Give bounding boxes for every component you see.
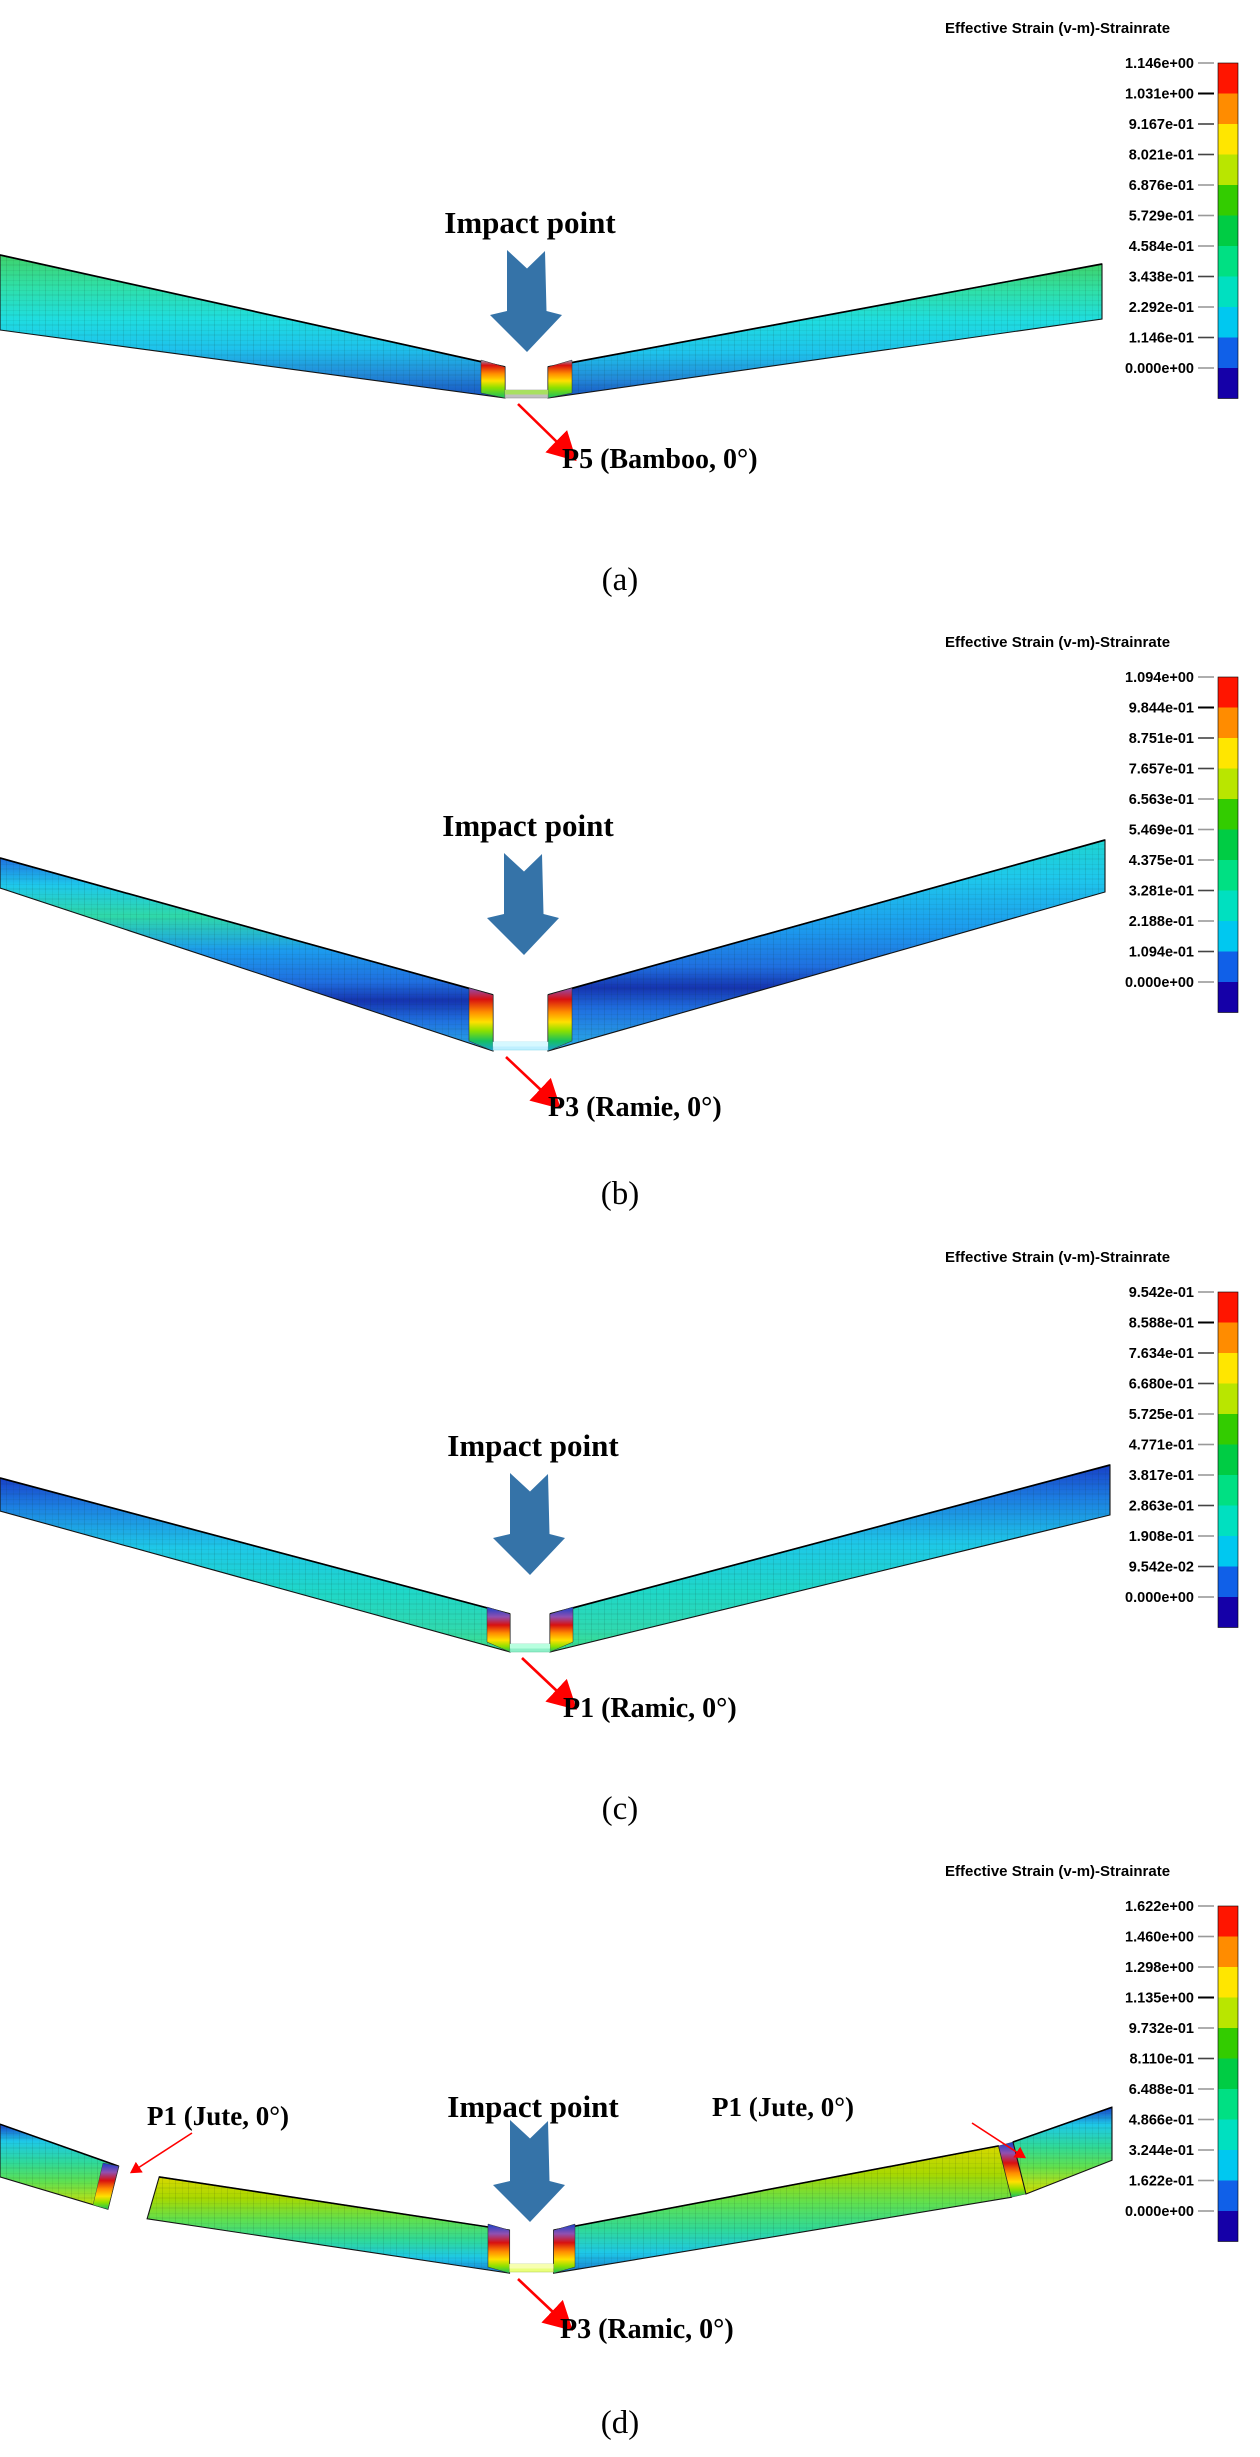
- svg-text:0.000e+00: 0.000e+00: [1125, 361, 1194, 377]
- svg-text:2.188e-01: 2.188e-01: [1129, 914, 1194, 930]
- svg-text:1.146e+00: 1.146e+00: [1125, 56, 1194, 72]
- svg-text:Effective Strain (v-m)-Strainr: Effective Strain (v-m)-Strainrate: [945, 1249, 1170, 1266]
- svg-text:1.460e+00: 1.460e+00: [1125, 1930, 1194, 1946]
- svg-text:P1 (Jute, 0°): P1 (Jute, 0°): [147, 2101, 289, 2131]
- svg-text:4.584e-01: 4.584e-01: [1129, 239, 1194, 255]
- svg-text:4.771e-01: 4.771e-01: [1129, 1437, 1194, 1453]
- svg-text:6.876e-01: 6.876e-01: [1129, 178, 1194, 194]
- svg-text:P3 (Ramie, 0°): P3 (Ramie, 0°): [548, 1092, 722, 1123]
- svg-text:5.469e-01: 5.469e-01: [1129, 823, 1194, 839]
- svg-text:1.146e-01: 1.146e-01: [1129, 331, 1194, 347]
- svg-text:9.542e-02: 9.542e-02: [1129, 1559, 1194, 1575]
- svg-text:Effective Strain (v-m)-Strainr: Effective Strain (v-m)-Strainrate: [945, 1863, 1170, 1880]
- svg-text:1.094e-01: 1.094e-01: [1129, 945, 1194, 961]
- svg-text:8.110e-01: 8.110e-01: [1129, 2052, 1194, 2068]
- svg-text:1.094e+00: 1.094e+00: [1125, 670, 1194, 686]
- svg-text:6.563e-01: 6.563e-01: [1129, 792, 1194, 808]
- svg-text:Effective Strain (v-m)-Strainr: Effective Strain (v-m)-Strainrate: [945, 634, 1170, 651]
- svg-text:(b): (b): [601, 1176, 639, 1212]
- svg-text:(a): (a): [602, 562, 639, 598]
- svg-text:6.680e-01: 6.680e-01: [1129, 1376, 1194, 1392]
- svg-text:7.634e-01: 7.634e-01: [1129, 1346, 1194, 1362]
- svg-text:1.298e+00: 1.298e+00: [1125, 1960, 1194, 1976]
- svg-text:0.000e+00: 0.000e+00: [1125, 975, 1194, 991]
- svg-text:3.817e-01: 3.817e-01: [1129, 1468, 1194, 1484]
- svg-text:0.000e+00: 0.000e+00: [1125, 1590, 1194, 1606]
- svg-text:9.542e-01: 9.542e-01: [1129, 1285, 1194, 1301]
- svg-text:Impact point: Impact point: [444, 205, 616, 240]
- svg-text:1.135e+00: 1.135e+00: [1125, 1991, 1194, 2007]
- svg-text:5.729e-01: 5.729e-01: [1129, 209, 1194, 225]
- svg-text:3.438e-01: 3.438e-01: [1129, 270, 1194, 286]
- svg-text:8.751e-01: 8.751e-01: [1129, 731, 1194, 747]
- svg-text:4.375e-01: 4.375e-01: [1129, 853, 1194, 869]
- svg-text:1.622e+00: 1.622e+00: [1125, 1899, 1194, 1915]
- svg-text:1.031e+00: 1.031e+00: [1125, 87, 1194, 103]
- svg-text:8.021e-01: 8.021e-01: [1129, 148, 1194, 164]
- svg-text:P1 (Jute, 0°): P1 (Jute, 0°): [712, 2092, 854, 2122]
- svg-text:Effective Strain (v-m)-Strainr: Effective Strain (v-m)-Strainrate: [945, 20, 1170, 37]
- svg-text:0.000e+00: 0.000e+00: [1125, 2204, 1194, 2220]
- svg-text:P3 (Ramic, 0°): P3 (Ramic, 0°): [560, 2314, 734, 2345]
- svg-text:(c): (c): [602, 1791, 639, 1827]
- svg-text:1.908e-01: 1.908e-01: [1129, 1529, 1194, 1545]
- svg-text:3.281e-01: 3.281e-01: [1129, 884, 1194, 900]
- svg-text:Impact point: Impact point: [442, 808, 614, 843]
- svg-text:9.732e-01: 9.732e-01: [1129, 2021, 1194, 2037]
- svg-text:7.657e-01: 7.657e-01: [1129, 762, 1194, 778]
- svg-text:Impact point: Impact point: [447, 1428, 619, 1463]
- svg-text:P5 (Bamboo, 0°): P5 (Bamboo, 0°): [562, 444, 758, 475]
- svg-text:9.167e-01: 9.167e-01: [1129, 117, 1194, 133]
- svg-text:P1 (Ramic, 0°): P1 (Ramic, 0°): [563, 1693, 737, 1724]
- svg-text:3.244e-01: 3.244e-01: [1129, 2143, 1194, 2159]
- svg-text:8.588e-01: 8.588e-01: [1129, 1315, 1194, 1331]
- svg-text:5.725e-01: 5.725e-01: [1129, 1407, 1194, 1423]
- svg-text:(d): (d): [601, 2405, 639, 2441]
- svg-text:2.863e-01: 2.863e-01: [1129, 1498, 1194, 1514]
- svg-text:6.488e-01: 6.488e-01: [1129, 2082, 1194, 2098]
- svg-text:9.844e-01: 9.844e-01: [1129, 701, 1194, 717]
- svg-text:2.292e-01: 2.292e-01: [1129, 300, 1194, 316]
- svg-text:Impact point: Impact point: [447, 2089, 619, 2124]
- svg-text:4.866e-01: 4.866e-01: [1129, 2113, 1194, 2129]
- svg-text:1.622e-01: 1.622e-01: [1129, 2174, 1194, 2190]
